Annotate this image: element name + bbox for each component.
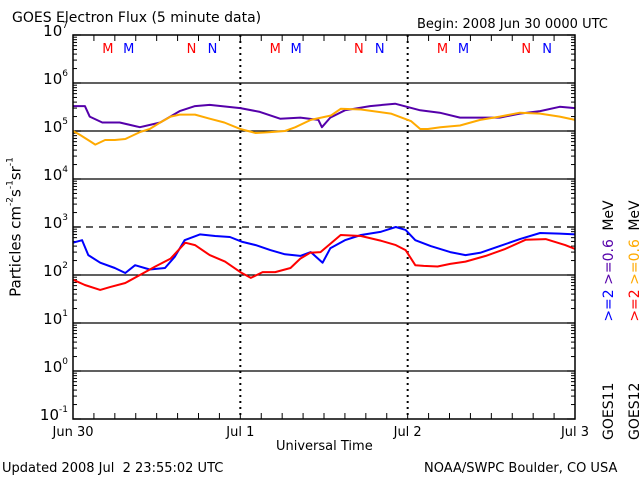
marker-label: M	[291, 42, 302, 57]
legend-unit-goes11: MeV	[601, 200, 617, 231]
y-tick-base: 10	[43, 310, 63, 328]
y-tick-exp: 1	[62, 309, 68, 319]
y-tick-base: 10	[39, 406, 60, 424]
legend-item-goes11-2mev: >=2	[601, 289, 617, 322]
chart-title: GOES Electron Flux (5 minute data)	[12, 10, 262, 26]
y-tick-label: 106	[43, 69, 68, 88]
y-tick-exp: -1	[59, 405, 68, 415]
x-tick-label: Jul 2	[393, 425, 422, 440]
y-tick-base: 10	[43, 262, 63, 280]
legend-item-goes11-06mev: >=0.6	[601, 239, 617, 285]
x-tick-label: Jul 3	[560, 425, 590, 440]
y-tick-base: 10	[43, 214, 63, 232]
legend-col-goes12: GOES12 >=2 >=0.6 MeV	[627, 200, 640, 440]
y-tick-exp: 2	[62, 261, 68, 271]
y-tick-base: 10	[43, 70, 63, 88]
y-tick-exp: 6	[62, 69, 68, 79]
legend-col-goes11: GOES11 >=2 >=0.6 MeV	[601, 200, 617, 440]
marker-label: N	[521, 42, 531, 57]
legend-sat-goes12: GOES12	[627, 382, 640, 440]
y-tick-exp: 0	[62, 357, 68, 367]
legend-item-goes12-06mev: >=0.6	[627, 239, 640, 285]
y-tick-label: 107	[43, 21, 68, 40]
y-tick-exp: 4	[62, 165, 68, 175]
y-tick-base: 10	[43, 118, 63, 136]
y-tick-label: 103	[43, 213, 68, 232]
y-tick-exp: 3	[62, 213, 68, 223]
marker-label: N	[375, 42, 385, 57]
marker-label: M	[437, 42, 448, 57]
footer-updated: Updated 2008 Jul 2 23:55:02 UTC	[2, 461, 224, 476]
legend-sat-goes11: GOES11	[601, 382, 617, 440]
plot-frame	[72, 34, 576, 420]
y-tick-exp: 7	[62, 21, 68, 31]
y-tick-label: 104	[43, 165, 68, 184]
y-tick-label: 10-1	[39, 405, 68, 424]
series-line-2	[72, 226, 576, 274]
marker-label: N	[354, 42, 364, 57]
marker-label: N	[542, 42, 552, 57]
y-tick-base: 10	[43, 166, 63, 184]
series-line-3	[72, 234, 576, 291]
footer-credit: NOAA/SWPC Boulder, CO USA	[424, 461, 618, 476]
y-tick-exp: 5	[62, 117, 68, 127]
y-tick-label: 100	[43, 357, 68, 376]
x-axis-label: Universal Time	[276, 439, 373, 454]
x-tick-label: Jun 30	[52, 425, 94, 440]
marker-label: M	[123, 42, 134, 57]
marker-label: M	[102, 42, 113, 57]
y-tick-label: 105	[43, 117, 68, 136]
series-line-1	[72, 107, 576, 146]
chart-subtitle: Begin: 2008 Jun 30 0000 UTC	[417, 17, 608, 32]
marker-label: N	[208, 42, 218, 57]
legend-item-goes12-2mev: >=2	[627, 289, 640, 322]
series-line-0	[73, 102, 576, 129]
marker-label: M	[458, 42, 469, 57]
y-tick-label: 101	[43, 309, 68, 328]
y-tick-base: 10	[43, 22, 63, 40]
x-tick-label: Jul 1	[226, 425, 255, 440]
legend-unit-goes12: MeV	[627, 200, 640, 231]
y-tick-base: 10	[43, 358, 63, 376]
legend: GOES11 >=2 >=0.6 MeV GOES12 >=2 >=0.6 Me…	[580, 150, 640, 440]
marker-label: N	[187, 42, 197, 57]
y-tick-label: 102	[43, 261, 68, 280]
marker-label: M	[270, 42, 281, 57]
